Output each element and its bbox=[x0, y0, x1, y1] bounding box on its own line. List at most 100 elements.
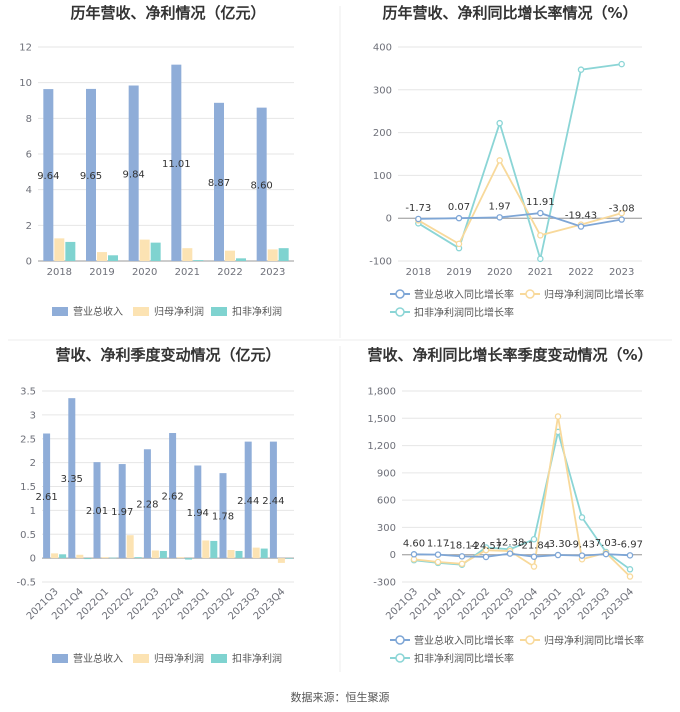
quarterly-amount-data-label: 2.28 bbox=[136, 500, 158, 511]
legend-label-q-net-profit[interactable]: 归母净利润 bbox=[154, 652, 204, 665]
annual-growth-line-s0 bbox=[418, 212, 622, 228]
annual-amount-xtick-label: 2021 bbox=[175, 267, 200, 278]
quarterly-growth-point-s2 bbox=[530, 536, 538, 543]
quarterly-amount-data-label: 1.78 bbox=[212, 512, 234, 523]
quarterly-amount-bar-s0 bbox=[143, 449, 151, 559]
quarterly-growth-point-s0 bbox=[434, 551, 442, 558]
quarterly-amount-bar-s1 bbox=[151, 550, 159, 559]
legend-label-q-net-growth[interactable]: 归母净利润同比增长率 bbox=[544, 634, 644, 647]
annual-growth-data-label: -1.73 bbox=[405, 203, 431, 214]
annual-amount-bar-s2 bbox=[65, 241, 76, 261]
quarterly-amount-bar-s0 bbox=[219, 473, 227, 559]
legend-label-q-revenue[interactable]: 营业总收入 bbox=[73, 652, 123, 665]
quarterly-growth-point-s2 bbox=[578, 514, 586, 521]
legend-marker-net-growth bbox=[525, 289, 535, 299]
legend-label-deducted-profit[interactable]: 扣非净利润 bbox=[232, 305, 282, 318]
chart-title-quarterly-growth: 营收、净利同比增长率季度变动情况（%） bbox=[367, 346, 652, 364]
quarterly-growth-point-s0 bbox=[458, 553, 466, 560]
quarterly-growth-data-label: -24.57 bbox=[470, 541, 502, 552]
annual-amount-bar-s2 bbox=[236, 258, 246, 261]
quarterly-amount-bar-s2 bbox=[210, 540, 218, 559]
quarterly-growth-point-s2 bbox=[626, 566, 634, 573]
quarterly-growth-ytick-label: 300 bbox=[377, 523, 396, 534]
quarterly-growth-ytick-label: 1,200 bbox=[367, 441, 396, 452]
quarterly-growth-data-label: -6.97 bbox=[617, 539, 643, 550]
annual-growth-line-s1 bbox=[417, 158, 622, 246]
annual-growth-point-s0 bbox=[618, 216, 625, 223]
quarterly-amount-ytick-label: 0 bbox=[30, 554, 36, 565]
quarterly-amount-bar-s0 bbox=[68, 398, 76, 559]
quarterly-amount-bar-s2 bbox=[59, 554, 67, 559]
legend-label-q-revenue-growth[interactable]: 营业总收入同比增长率 bbox=[414, 634, 514, 647]
legend-marker-q-revenue-growth bbox=[395, 635, 405, 645]
annual-growth-ytick-label: 300 bbox=[373, 85, 392, 96]
legend-label-revenue[interactable]: 营业总收入 bbox=[73, 305, 123, 318]
quarterly-amount-ytick-label: 3.5 bbox=[20, 387, 36, 398]
legend-label-revenue-growth[interactable]: 营业总收入同比增长率 bbox=[414, 288, 514, 301]
quarterly-growth-line-s1 bbox=[413, 416, 631, 578]
annual-growth-ytick-label: -100 bbox=[369, 257, 392, 268]
annual-growth-point-s1 bbox=[618, 209, 625, 217]
annual-amount-ytick-label: 4 bbox=[26, 185, 32, 196]
annual-amount-data-label: 8.87 bbox=[208, 178, 230, 189]
annual-growth-data-label: 1.97 bbox=[489, 201, 511, 212]
data-source: 数据来源：恒生聚源 bbox=[291, 690, 390, 704]
legend-label-net-profit[interactable]: 归母净利润 bbox=[154, 305, 204, 318]
quarterly-growth-point-s1 bbox=[626, 573, 634, 580]
quarterly-amount-bar-s0 bbox=[244, 441, 252, 559]
legend-label-q-deducted-profit[interactable]: 扣非净利润 bbox=[232, 652, 282, 665]
legend-quarterly-amount: 营业总收入 归母净利润 扣非净利润 bbox=[52, 652, 282, 665]
legend-marker-revenue-growth bbox=[395, 289, 405, 299]
quarterly-amount-data-label: 2.44 bbox=[262, 496, 284, 507]
annual-growth-point-s0 bbox=[537, 209, 544, 217]
annual-amount-data-label: 9.64 bbox=[37, 171, 59, 182]
quarterly-amount-bar-s1 bbox=[177, 557, 185, 559]
legend-label-net-growth[interactable]: 归母净利润同比增长率 bbox=[544, 288, 644, 301]
legend-label-deducted-growth[interactable]: 扣非净利润同比增长率 bbox=[414, 306, 514, 319]
quarterly-growth-data-label: -9.43 bbox=[569, 540, 595, 551]
annual-growth-point-s2 bbox=[618, 60, 625, 68]
legend-label-q-deducted-growth[interactable]: 扣非净利润同比增长率 bbox=[414, 652, 514, 665]
quarterly-growth-point-s0 bbox=[626, 552, 634, 559]
quarterly-amount-bar-s2 bbox=[134, 557, 142, 559]
quarterly-amount-bar-s1 bbox=[277, 558, 285, 563]
annual-growth-point-s1 bbox=[496, 157, 503, 164]
annual-amount-xtick-label: 2020 bbox=[132, 267, 157, 278]
quarterly-growth-point-s0 bbox=[530, 553, 538, 560]
annual-growth-point-s1 bbox=[455, 240, 463, 248]
chart-title-quarterly-amount: 营收、净利季度变动情况（亿元） bbox=[55, 346, 280, 364]
legend-marker-deducted-growth bbox=[395, 307, 405, 317]
quarterly-amount-bar-s1 bbox=[202, 540, 210, 559]
quarterly-amount-bar-s0 bbox=[269, 441, 277, 559]
annual-growth-data-label: 0.07 bbox=[448, 202, 470, 213]
annual-amount-bar-s1 bbox=[54, 238, 65, 261]
annual-growth-data-label: -3.08 bbox=[609, 204, 635, 215]
quarterly-amount-bar-s1 bbox=[126, 535, 134, 559]
quarterly-growth-point-s1 bbox=[458, 560, 466, 568]
annual-amount-bar-s1 bbox=[139, 239, 150, 261]
quarterly-amount-data-label: 2.61 bbox=[35, 492, 57, 503]
annual-amount-ytick-label: 8 bbox=[26, 114, 32, 125]
annual-amount-ytick-label: 12 bbox=[19, 43, 32, 54]
quarterly-growth-chart: -30003006009001,2001,5001,8002021Q32021Q… bbox=[367, 387, 643, 623]
quarterly-growth-data-label: -3.30 bbox=[545, 539, 571, 550]
annual-amount-ytick-label: 0 bbox=[26, 257, 32, 268]
quarterly-growth-point-s1 bbox=[530, 563, 538, 570]
annual-growth-point-s0 bbox=[455, 214, 463, 222]
quarterly-growth-point-s0 bbox=[554, 551, 562, 559]
quarterly-amount-data-label: 2.44 bbox=[237, 496, 259, 507]
quarterly-amount-bar-s2 bbox=[260, 548, 268, 559]
quarterly-amount-ytick-label: -0.5 bbox=[16, 578, 36, 589]
annual-amount-data-label: 8.60 bbox=[251, 180, 273, 191]
annual-growth-ytick-label: 400 bbox=[373, 43, 392, 54]
annual-amount-bar-s0 bbox=[214, 102, 224, 262]
quarterly-growth-data-label: 1.17 bbox=[427, 539, 449, 550]
annual-amount-bar-s2 bbox=[278, 248, 289, 261]
annual-growth-point-s1 bbox=[537, 232, 544, 239]
quarterly-amount-bar-s2 bbox=[84, 558, 92, 560]
legend-swatch-q-net-profit bbox=[133, 654, 149, 663]
legend-swatch-q-deducted-profit bbox=[211, 654, 227, 663]
annual-amount-ytick-label: 10 bbox=[19, 78, 32, 89]
